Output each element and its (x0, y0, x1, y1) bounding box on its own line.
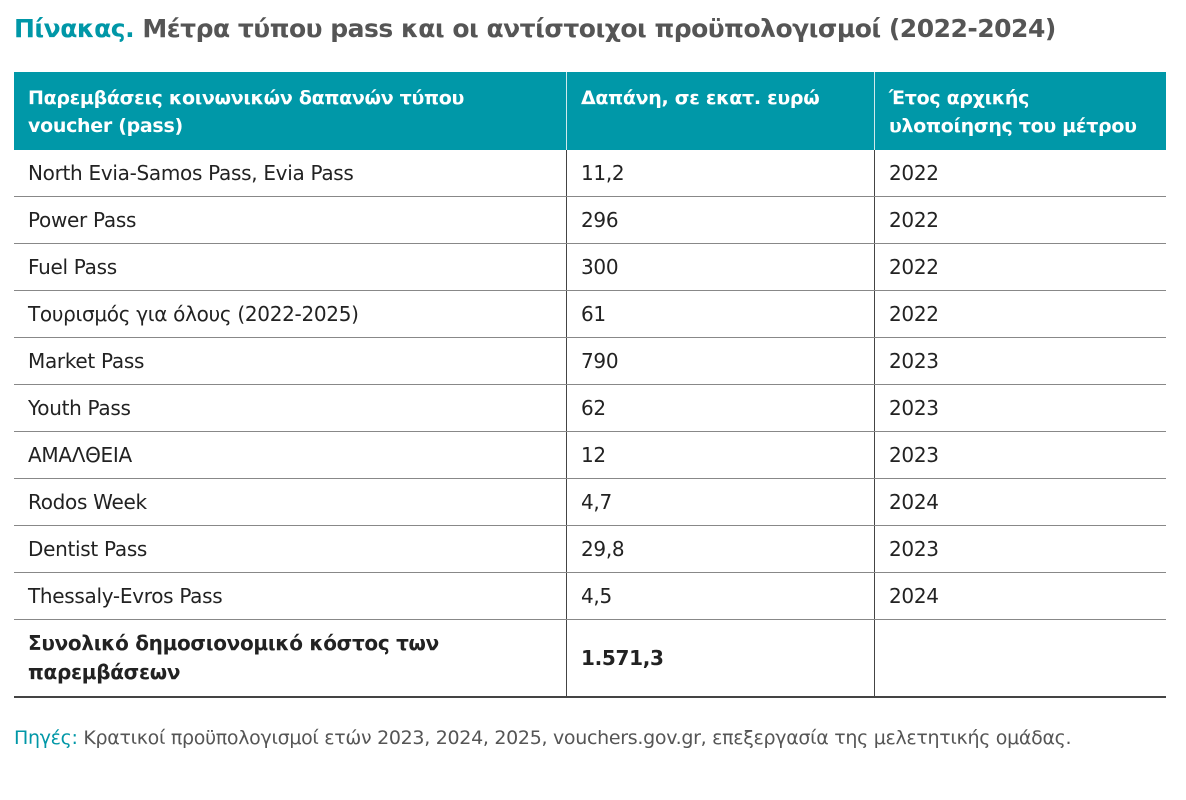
cell-intervention: Dentist Pass (14, 525, 567, 573)
cell-cost: 4,5 (566, 572, 875, 620)
cell-cost: 29,8 (566, 525, 875, 573)
table-row: Thessaly-Evros Pass 4,5 2024 (14, 572, 1166, 620)
cell-intervention: Youth Pass (14, 384, 567, 432)
table-row: Fuel Pass 300 2022 (14, 243, 1166, 291)
cell-intervention: Fuel Pass (14, 243, 567, 291)
cell-year: 2023 (874, 384, 1166, 432)
cell-intervention: ΑΜΑΛΘΕΙΑ (14, 431, 567, 479)
cell-cost: 12 (566, 431, 875, 479)
total-value: 1.571,3 (566, 619, 875, 698)
table-title: Πίνακας. Μέτρα τύπου pass και οι αντίστο… (14, 14, 1056, 43)
header-cost: Δαπάνη, σε εκατ. ευρώ (566, 72, 875, 150)
sources-note: Πηγές: Κρατικοί προϋπολογισμοί ετών 2023… (14, 724, 1134, 753)
cell-year: 2024 (874, 478, 1166, 526)
cell-year: 2023 (874, 525, 1166, 573)
cell-cost: 4,7 (566, 478, 875, 526)
table-row: Market Pass 790 2023 (14, 337, 1166, 385)
table-row: Power Pass 296 2022 (14, 196, 1166, 244)
sources-label: Πηγές: (14, 727, 78, 749)
table-row: North Evia-Samos Pass, Evia Pass 11,2 2022 (14, 150, 1166, 197)
table-row: ΑΜΑΛΘΕΙΑ 12 2023 (14, 431, 1166, 479)
sources-text: Κρατικοί προϋπολογισμοί ετών 2023, 2024,… (77, 727, 1072, 749)
header-intervention: Παρεμβάσεις κοινωνικών δαπανών τύπου vou… (14, 72, 567, 150)
cell-cost: 790 (566, 337, 875, 385)
title-label: Πίνακας. (14, 14, 135, 43)
title-text: Μέτρα τύπου pass και οι αντίστοιχοι προϋ… (134, 14, 1056, 43)
cell-year: 2024 (874, 572, 1166, 620)
total-label: Συνολικό δημοσιονομικό κόστος των παρεμβ… (14, 619, 567, 698)
table-row: Rodos Week 4,7 2024 (14, 478, 1166, 526)
table-row: Τουρισμός για όλους (2022-2025) 61 2022 (14, 290, 1166, 338)
cell-cost: 296 (566, 196, 875, 244)
total-row: Συνολικό δημοσιονομικό κόστος των παρεμβ… (14, 619, 1166, 698)
cell-cost: 62 (566, 384, 875, 432)
cell-cost: 61 (566, 290, 875, 338)
cell-year: 2022 (874, 290, 1166, 338)
table-row: Youth Pass 62 2023 (14, 384, 1166, 432)
cell-year: 2023 (874, 431, 1166, 479)
cell-intervention: Market Pass (14, 337, 567, 385)
cell-year: 2022 (874, 150, 1166, 197)
table-row: Dentist Pass 29,8 2023 (14, 525, 1166, 573)
cell-year: 2023 (874, 337, 1166, 385)
pass-measures-table: Παρεμβάσεις κοινωνικών δαπανών τύπου vou… (14, 72, 1166, 698)
cell-intervention: Thessaly-Evros Pass (14, 572, 567, 620)
header-year: Έτος αρχικής υλοποίησης του μέτρου (874, 72, 1166, 150)
cell-year: 2022 (874, 196, 1166, 244)
cell-intervention: Τουρισμός για όλους (2022-2025) (14, 290, 567, 338)
cell-intervention: Power Pass (14, 196, 567, 244)
cell-intervention: North Evia-Samos Pass, Evia Pass (14, 150, 567, 197)
cell-year: 2022 (874, 243, 1166, 291)
cell-intervention: Rodos Week (14, 478, 567, 526)
cell-cost: 11,2 (566, 150, 875, 197)
cell-cost: 300 (566, 243, 875, 291)
header-row: Παρεμβάσεις κοινωνικών δαπανών τύπου vou… (14, 72, 1166, 150)
total-year (874, 619, 1166, 698)
